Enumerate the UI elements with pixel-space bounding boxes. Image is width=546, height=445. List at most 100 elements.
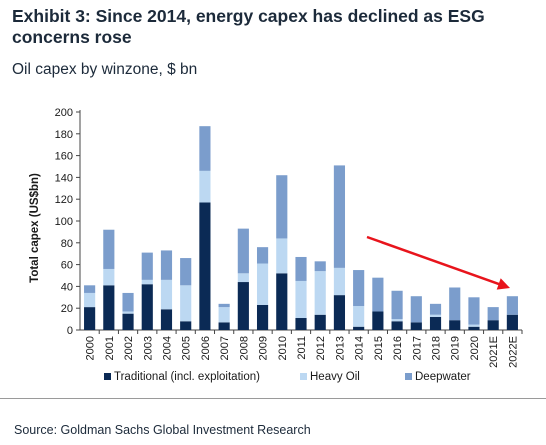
bar-deepwater [103,229,115,269]
bar-deepwater [449,287,461,321]
bar-deepwater [141,252,153,280]
bar-deepwater [429,303,442,315]
y-tick-label: 160 [55,151,73,163]
x-tick-label: 2016 [392,336,404,360]
bar-deepwater [410,296,422,323]
x-tick-label: 2007 [219,336,231,360]
x-tick-label: 2013 [334,336,346,360]
bar-deepwater [353,270,365,307]
x-tick-label: 2022E [507,336,519,368]
bar-traditional [372,311,384,330]
y-tick-label: 140 [55,172,73,184]
bar-traditional [295,318,307,330]
bar-traditional [391,321,403,330]
bar-traditional [256,304,269,330]
bar-heavy-oil [180,285,192,322]
x-tick-label: 2009 [258,336,270,360]
bar-traditional [141,284,153,330]
bar-heavy-oil [256,263,269,305]
bar-deepwater [256,247,269,264]
x-tick-label: 2015 [373,336,385,360]
bar-heavy-oil [237,273,249,283]
bar-traditional [449,320,461,330]
y-tick-label: 40 [61,281,73,293]
bar-deepwater [237,228,249,274]
bar-traditional [333,295,346,330]
legend-swatch-traditional [104,373,111,380]
bar-traditional [84,307,96,330]
bar-heavy-oil [160,279,173,310]
bar-heavy-oil [141,279,153,285]
trend-arrow-shaft [366,235,501,286]
legend-label-traditional: Traditional (incl. exploitation) [114,371,260,383]
x-tick-label: 2011 [296,336,308,360]
bar-heavy-oil [295,280,307,319]
bar-traditional [276,273,288,330]
legend-label-deepwater: Deepwater [415,371,471,383]
x-tick-label: 2001 [104,336,116,360]
bar-traditional [410,322,422,330]
y-tick-label: 180 [55,129,73,141]
bar-heavy-oil [314,271,326,315]
legend: Traditional (incl. exploitation) Heavy Oi… [104,371,471,383]
source-note: Source: Goldman Sachs Global Investment … [14,423,311,437]
trend-arrow-head [496,278,510,290]
legend-swatch-heavy-oil [300,373,307,380]
x-tick-label: 2010 [277,336,289,360]
y-tick-labels: 0 20 40 60 80 100 120 140 160 180 200 [55,107,73,337]
legend-label-heavy-oil: Heavy Oil [310,371,360,383]
x-tick-label: 2020 [469,336,481,360]
bar-heavy-oil [122,311,134,314]
bar-traditional [487,320,499,330]
x-tick-label: 2008 [238,336,250,360]
bar-heavy-oil [333,267,346,296]
bar-deepwater [487,307,499,321]
bar-traditional [103,285,115,330]
x-tick-label: 2005 [181,336,193,360]
bar-heavy-oil [429,314,442,317]
bar-traditional [160,309,173,330]
bar-heavy-oil [468,324,480,327]
bar-traditional [237,282,249,330]
bar-deepwater [199,126,211,171]
bar-deepwater [506,296,518,315]
y-tick-label: 60 [61,260,73,272]
bar-deepwater [218,303,230,308]
bar-heavy-oil [84,292,96,308]
chart-subtitle: Oil capex by winzone, $ bn [12,61,198,78]
bar-deepwater [160,250,173,280]
trend-arrow [366,235,510,290]
bar-heavy-oil [353,306,365,327]
bar-traditional [218,322,230,330]
x-tick-label: 2019 [450,336,462,360]
bar-traditional [180,321,192,330]
bar-traditional [314,314,326,330]
bar-traditional [122,313,134,330]
bar-traditional [506,314,518,330]
x-tick-label: 2017 [411,336,423,360]
y-axis-label: Total capex (US$bn) [29,173,41,283]
bar-traditional [353,326,365,330]
y-tick-label: 0 [67,325,73,337]
bar-deepwater [84,285,96,293]
x-tick-label: 2000 [85,336,97,360]
y-tick-label: 80 [61,238,73,250]
y-tick-label: 120 [55,194,73,206]
x-tick-label: 2021E [488,336,500,368]
bar-heavy-oil [199,170,211,203]
bar-deepwater [276,175,288,239]
x-tick-label: 2004 [162,336,174,360]
bar-traditional [429,316,442,330]
bar-heavy-oil [103,268,115,286]
bar-heavy-oil [218,307,230,323]
bar-heavy-oil [276,238,288,274]
x-tick-label: 2006 [200,336,212,360]
y-tick-label: 20 [61,303,73,315]
legend-swatch-deepwater [405,373,412,380]
chart-title: Exhibit 3: Since 2014, energy capex has … [12,6,485,47]
x-tick-label: 2003 [142,336,154,360]
bar-deepwater [122,292,134,312]
y-tick-label: 100 [55,216,73,228]
bar-deepwater [295,256,307,281]
